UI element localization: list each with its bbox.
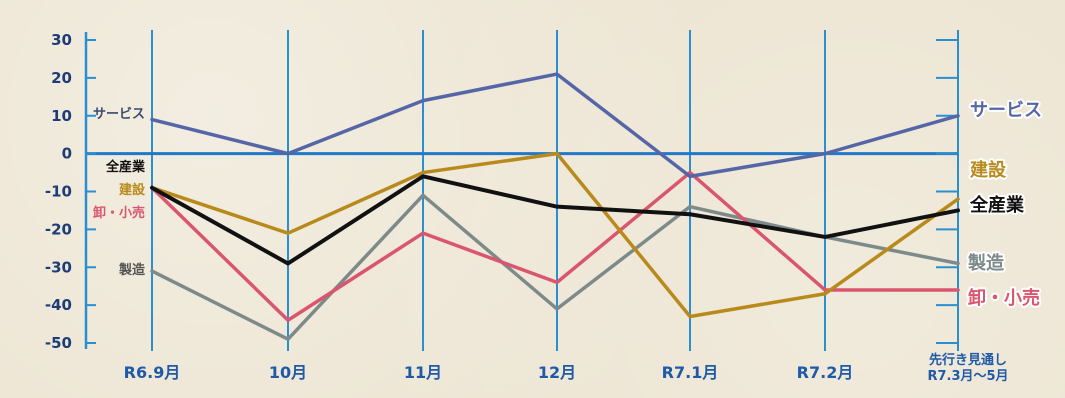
right-label-3: 製造 (967, 252, 1004, 274)
x-tick-label-1: 10月 (269, 363, 307, 382)
left-label-1: 全産業 (105, 159, 146, 175)
grid-layer (151, 30, 959, 351)
left-label-0: サービス (93, 106, 145, 122)
y-tick-label-5: -20 (45, 220, 72, 238)
y-tick-label-3: 0 (62, 145, 72, 163)
x-tick-label-3: 12月 (538, 363, 576, 382)
x-tick-label-2: 11月 (404, 363, 442, 382)
right-label-2: 全産業 (969, 194, 1025, 216)
series-layer (150, 72, 960, 341)
x-tick-label-0: R6.9月 (124, 363, 181, 382)
y-tick-label-1: 20 (51, 69, 72, 87)
right-label-1: 建設 (970, 159, 1007, 181)
y-tick-label-0: 30 (51, 31, 72, 49)
series-line-1 (150, 170, 960, 323)
series-line-2 (150, 72, 960, 179)
left-label-2: 建設 (119, 182, 146, 198)
x-tick-label-5: R7.2月 (797, 363, 854, 382)
y-tick-label-4: -10 (45, 183, 72, 201)
y-tick-label-2: 10 (51, 107, 72, 125)
y-tick-label-7: -40 (45, 296, 72, 314)
left-label-4: 製造 (118, 262, 146, 278)
left-label-3: 卸・小売 (93, 205, 145, 221)
series-line-4 (150, 174, 960, 266)
axis-layer: 30 20 10 0 -10 -20 -30 -40 -50 R6.9月 10月 11月 12月 R7.1… (45, 31, 1009, 384)
right-label-0: サービス (970, 100, 1042, 121)
x-tick-label-6-line-0: 先行き見通し (929, 352, 1007, 368)
y-tick-label-6: -30 (45, 258, 72, 276)
y-tick-label-8: -50 (45, 334, 72, 352)
x-tick-label-4: R7.1月 (662, 363, 719, 382)
right-label-4: 卸・小売 (968, 287, 1040, 309)
x-tick-label-6-line-1: R7.3月〜5月 (927, 369, 1008, 384)
series-line-0 (150, 193, 960, 341)
